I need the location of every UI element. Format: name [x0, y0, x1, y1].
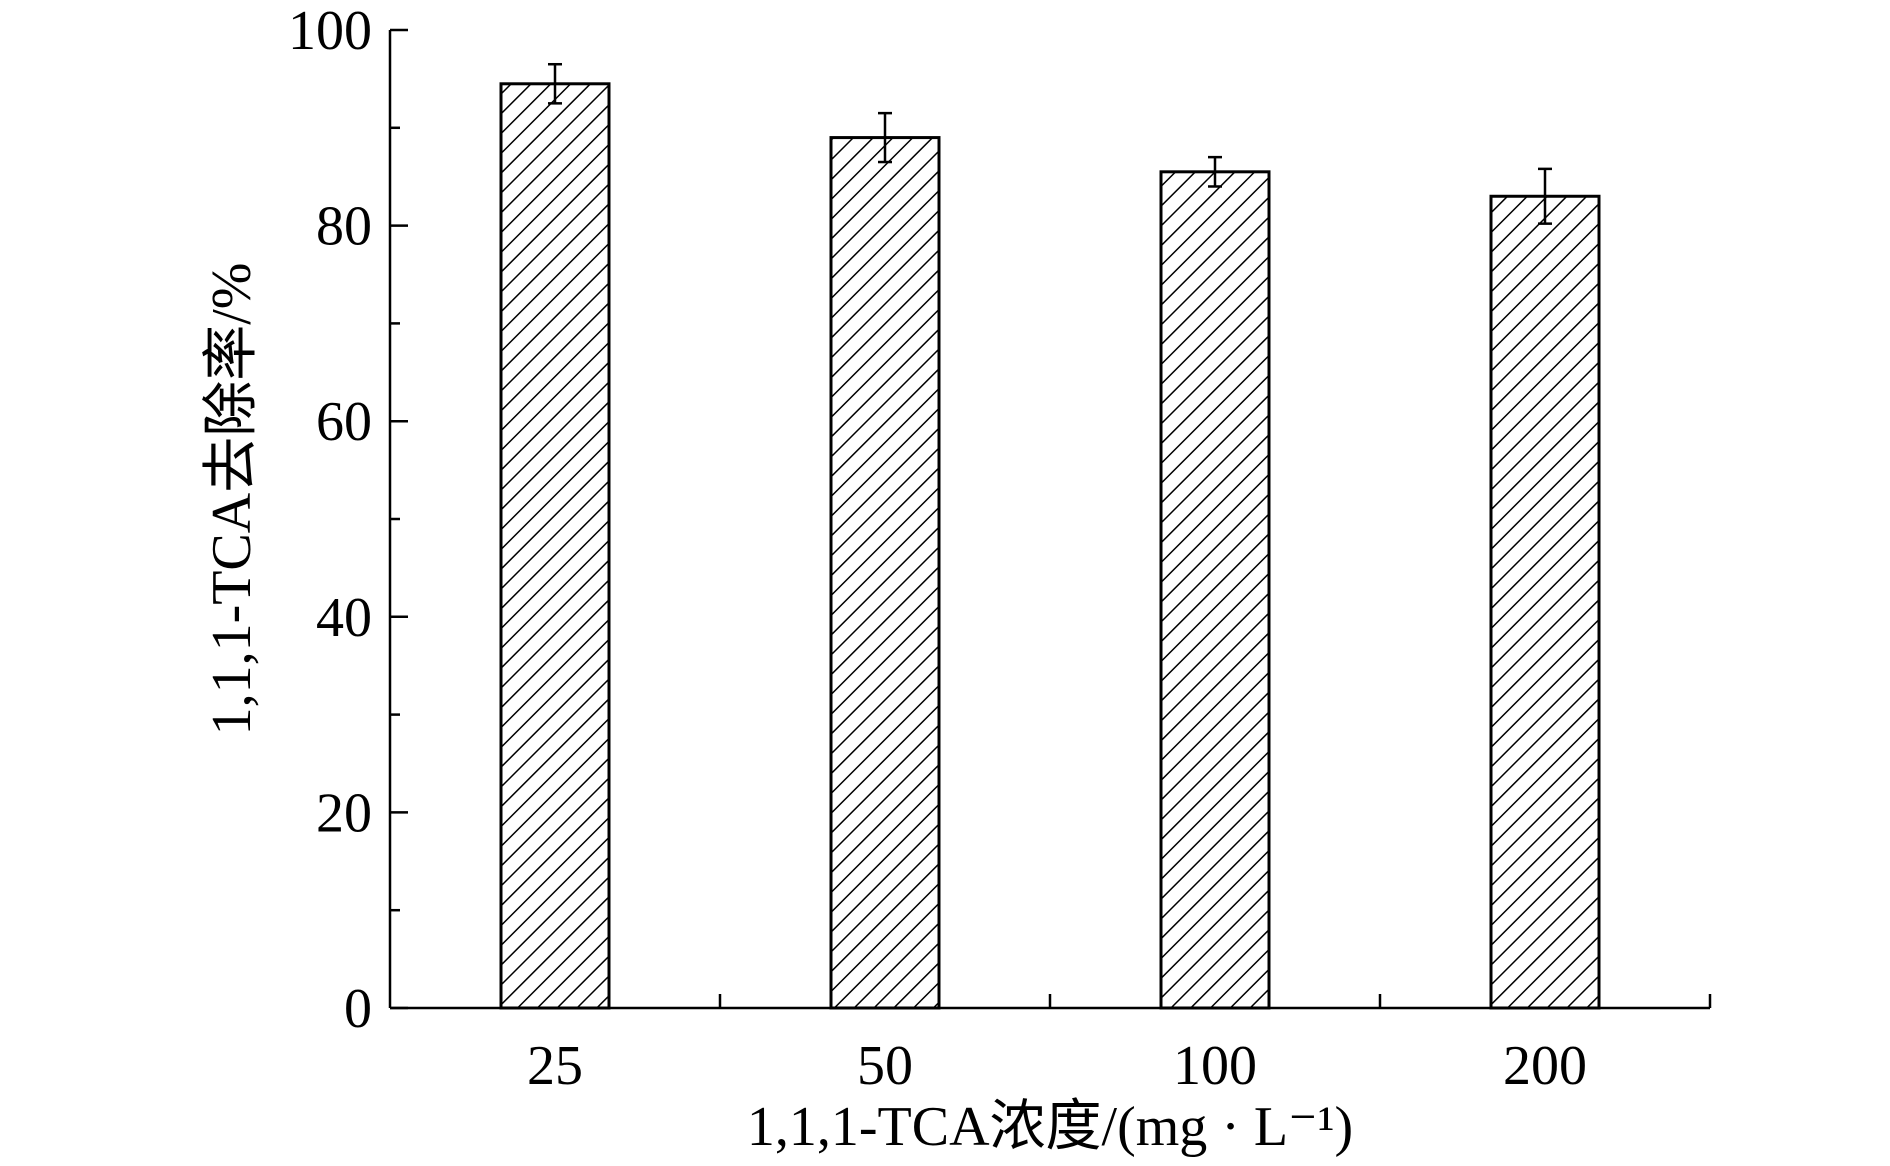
- y-tick-label: 60: [316, 391, 372, 453]
- bar-50: [829, 136, 941, 1010]
- y-tick-label: 80: [316, 196, 372, 258]
- y-tick-label: 20: [316, 782, 372, 844]
- x-ticks: 25 50 100 200: [527, 994, 1712, 1097]
- x-tick-label: 100: [1173, 1035, 1257, 1097]
- plot-area: 0 20 40 60 80 100 25 50 100 200: [288, 0, 1712, 1097]
- x-axis-title: 1,1,1-TCA浓度/(mg · L⁻¹): [747, 1096, 1353, 1158]
- x-tick-label: 25: [527, 1035, 583, 1097]
- y-tick-label: 40: [316, 587, 372, 649]
- x-tick-label: 50: [857, 1035, 913, 1097]
- y-axis-title: 1,1,1-TCA去除率/%: [201, 263, 263, 736]
- error-bars: [548, 62, 1552, 225]
- bars: [499, 82, 1601, 1010]
- error-bar-200: [1538, 167, 1552, 225]
- x-tick-label: 200: [1503, 1035, 1587, 1097]
- error-bar-50: [878, 111, 892, 164]
- y-ticks: 0 20 40 60 80 100: [288, 0, 408, 1040]
- y-tick-label: 0: [344, 978, 372, 1040]
- y-tick-label: 100: [288, 0, 372, 62]
- bar-25: [499, 82, 611, 1010]
- bar-200: [1489, 194, 1601, 1010]
- error-bar-25: [548, 62, 562, 105]
- error-bar-100: [1208, 155, 1222, 188]
- bar-100: [1159, 170, 1271, 1010]
